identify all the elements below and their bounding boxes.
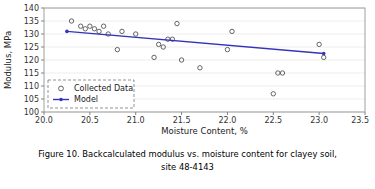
scatter-point [276, 71, 280, 75]
model-line [67, 31, 324, 53]
scatter-point [92, 27, 96, 31]
tick-mark [41, 60, 44, 61]
tick-mark [181, 112, 182, 115]
tick-mark [319, 112, 320, 115]
series-0 [69, 19, 326, 96]
grid-line [44, 60, 365, 61]
tick-mark [89, 112, 90, 115]
scatter-point [115, 47, 119, 51]
grid-line [44, 21, 365, 22]
legend-label: Model [74, 95, 98, 104]
tick-mark [44, 112, 45, 115]
tick-label: 21.5 [173, 116, 191, 125]
tick-label: 21.0 [127, 116, 145, 125]
tick-mark [41, 47, 44, 48]
tick-label: 20.5 [81, 116, 99, 125]
legend-swatch [59, 98, 63, 102]
caption: Figure 10. Backcalculated modulus vs. mo… [38, 149, 337, 159]
tick-label: 110 [24, 82, 39, 91]
scatter-point [69, 19, 73, 23]
tick-mark [41, 21, 44, 22]
grid-line [44, 73, 365, 74]
tick-label: 20.0 [35, 116, 53, 125]
tick-label: 125 [24, 43, 39, 52]
tick-label: 115 [24, 69, 39, 78]
scatter-point [322, 55, 326, 59]
tick-label: 23.0 [310, 116, 328, 125]
y-axis: 100105110115120125130135140 [24, 4, 365, 117]
tick-mark [365, 112, 366, 115]
tick-mark [41, 73, 44, 74]
tick-label: 23.5 [351, 116, 369, 125]
scatter-point [152, 55, 156, 59]
tick-label: 135 [24, 17, 39, 26]
scatter-point [97, 29, 101, 33]
scatter-point [198, 66, 202, 70]
scatter-point [161, 45, 165, 49]
tick-mark [273, 112, 274, 115]
data-layer [65, 19, 326, 96]
legend-swatch [59, 86, 64, 91]
tick-label: 140 [24, 4, 39, 13]
scatter-point [179, 58, 183, 62]
scatter-point [120, 29, 124, 33]
scatter-point [225, 47, 229, 51]
legend-label: Collected Data [74, 84, 133, 93]
scatter-point [280, 71, 284, 75]
series-1 [65, 30, 325, 56]
scatter-point [317, 42, 321, 46]
scatter-point [271, 92, 275, 96]
scatter-point [230, 29, 234, 33]
tick-label: 130 [24, 30, 39, 39]
tick-label: 22.0 [219, 116, 237, 125]
scatter-point [78, 24, 82, 28]
tick-mark [41, 8, 44, 9]
chart: 10010511011512012513013514020.020.521.02… [0, 0, 375, 189]
tick-label: 120 [24, 56, 39, 65]
tick-mark [41, 112, 44, 113]
scatter-point [83, 27, 87, 31]
scatter-point [88, 24, 92, 28]
scatter-point [134, 32, 138, 36]
scatter-point [175, 21, 179, 25]
plot-area [44, 8, 365, 112]
tick-mark [135, 112, 136, 115]
x-axis-label: Moisture Content, % [161, 126, 248, 136]
line-marker [322, 52, 326, 56]
tick-mark [227, 112, 228, 115]
grid-line [44, 47, 365, 48]
scatter-point [101, 24, 105, 28]
tick-mark [41, 86, 44, 87]
tick-label: 105 [24, 95, 39, 104]
legend-frame [48, 80, 134, 108]
plot-frame [44, 8, 365, 112]
caption: site 48-4143 [161, 162, 214, 172]
tick-label: 22.5 [264, 116, 282, 125]
x-axis: 20.0 20.5 21.0 21.5 22.0 22.5 23.0 23.5 [35, 112, 369, 125]
line-marker [65, 30, 69, 34]
scatter-point [156, 42, 160, 46]
tick-mark [41, 99, 44, 100]
y-axis-label: Modulus, MPa [3, 31, 13, 89]
tick-mark [41, 34, 44, 35]
legend: Collected Data Model [48, 80, 134, 108]
